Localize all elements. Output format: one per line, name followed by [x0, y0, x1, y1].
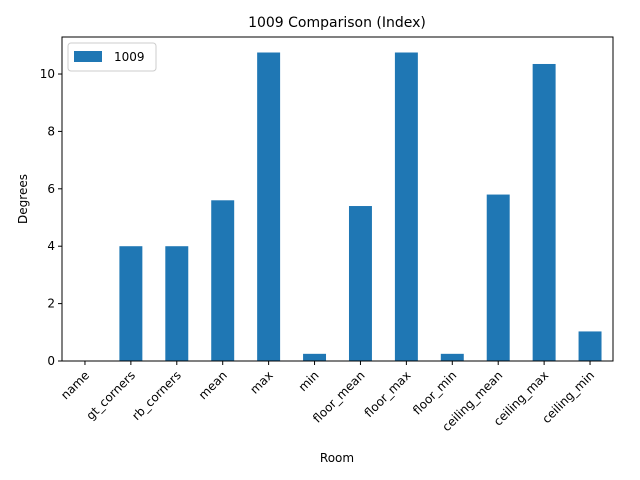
- y-axis-label: Degrees: [16, 174, 30, 224]
- legend-swatch: [74, 51, 102, 62]
- legend: 1009: [67, 42, 157, 72]
- y-tick-label: 2: [47, 297, 55, 311]
- bar-rb_corners: [165, 246, 189, 361]
- y-tick-label: 6: [47, 182, 55, 196]
- x-tick-label: floor_max: [362, 368, 414, 420]
- y-tick-label: 0: [47, 354, 55, 368]
- x-tick-label: floor_min: [410, 368, 459, 417]
- bar-max: [257, 52, 281, 361]
- y-axis-ticks: 0 2 4 6 8 10: [40, 67, 62, 368]
- y-tick-label: 4: [47, 239, 55, 253]
- x-tick-label: name: [58, 368, 92, 402]
- chart-title: 1009 Comparison (Index): [248, 15, 426, 31]
- x-tick-label: min: [296, 368, 322, 394]
- bar-mean: [211, 200, 235, 361]
- x-tick-label: rb_corners: [129, 368, 184, 423]
- bar-ceiling_min: [578, 331, 602, 361]
- bar-ceiling_max: [532, 63, 556, 361]
- y-tick-label: 10: [40, 67, 55, 81]
- legend-label: 1009: [114, 50, 145, 64]
- bar-floor_min: [440, 353, 464, 361]
- x-axis-label: Room: [320, 451, 354, 465]
- bars-group: [119, 52, 602, 361]
- bar-min: [303, 353, 327, 361]
- y-tick-label: 8: [47, 124, 55, 138]
- legend-box: [67, 42, 157, 72]
- x-tick-label: max: [247, 368, 275, 396]
- x-tick-label: mean: [196, 368, 230, 402]
- bar-gt_corners: [119, 246, 143, 361]
- bar-floor_mean: [348, 206, 372, 361]
- bar-floor_max: [394, 52, 418, 361]
- bar-ceiling_mean: [486, 194, 510, 361]
- plot-frame: [61, 36, 614, 362]
